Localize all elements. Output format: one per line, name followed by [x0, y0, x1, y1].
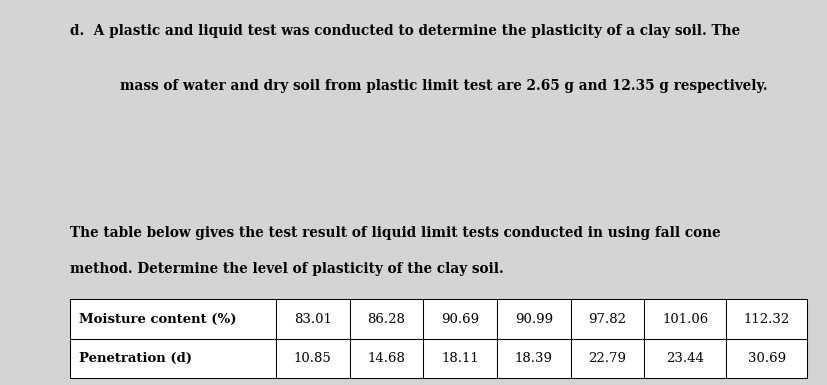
- Text: Penetration (d): Penetration (d): [79, 352, 191, 365]
- Text: mass of water and dry soil from plastic limit test are 2.65 g and 12.35 g respec: mass of water and dry soil from plastic …: [120, 79, 767, 93]
- Bar: [496, 300, 570, 339]
- Text: 14.68: 14.68: [367, 352, 405, 365]
- Bar: [70, 339, 275, 378]
- Bar: [725, 300, 806, 339]
- Text: 22.79: 22.79: [588, 352, 626, 365]
- Bar: [423, 300, 496, 339]
- Bar: [570, 339, 643, 378]
- Bar: [349, 300, 423, 339]
- Text: 18.11: 18.11: [441, 352, 479, 365]
- Text: 101.06: 101.06: [662, 313, 707, 326]
- Bar: [423, 339, 496, 378]
- Text: 86.28: 86.28: [367, 313, 405, 326]
- Text: 23.44: 23.44: [666, 352, 703, 365]
- Text: 90.69: 90.69: [441, 313, 479, 326]
- Bar: [496, 339, 570, 378]
- Bar: [349, 339, 423, 378]
- Bar: [643, 339, 725, 378]
- Text: 112.32: 112.32: [743, 313, 789, 326]
- Text: 30.69: 30.69: [747, 352, 785, 365]
- Bar: [643, 300, 725, 339]
- Bar: [725, 339, 806, 378]
- Text: Moisture content (%): Moisture content (%): [79, 313, 236, 326]
- Text: method. Determine the level of plasticity of the clay soil.: method. Determine the level of plasticit…: [70, 262, 504, 276]
- Text: 97.82: 97.82: [588, 313, 626, 326]
- Bar: [70, 300, 275, 339]
- Text: 10.85: 10.85: [294, 352, 332, 365]
- Text: The table below gives the test result of liquid limit tests conducted in using f: The table below gives the test result of…: [70, 226, 720, 240]
- Bar: [275, 300, 349, 339]
- Bar: [570, 300, 643, 339]
- Text: 90.99: 90.99: [514, 313, 552, 326]
- Bar: [275, 339, 349, 378]
- Text: d.  A plastic and liquid test was conducted to determine the plasticity of a cla: d. A plastic and liquid test was conduct…: [70, 24, 739, 38]
- Text: 18.39: 18.39: [514, 352, 552, 365]
- Text: 83.01: 83.01: [294, 313, 332, 326]
